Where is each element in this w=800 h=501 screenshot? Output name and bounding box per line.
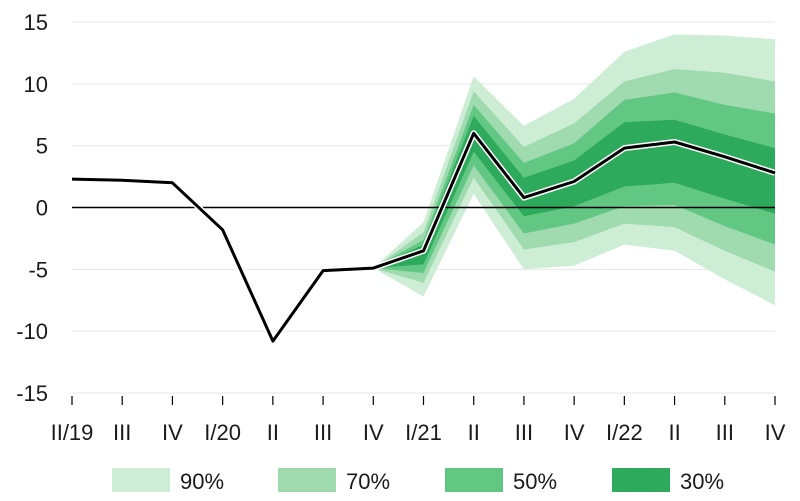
grid-lines: [72, 21, 775, 394]
legend-label: 30%: [680, 469, 724, 494]
x-tick-label: II/19: [51, 420, 94, 445]
y-tick-label: 10: [24, 72, 48, 97]
x-tick-label: III: [314, 420, 332, 445]
x-axis-tick-labels: II/19 III IV I/20 II III IV I/21 II III IV I/22 II II…: [51, 396, 786, 445]
legend-swatch: [278, 468, 336, 492]
legend-label: 70%: [346, 469, 390, 494]
x-tick-label: III: [113, 420, 131, 445]
legend-label: 90%: [180, 469, 224, 494]
x-tick-label: II: [468, 420, 480, 445]
x-tick-label: II: [668, 420, 680, 445]
legend-swatch: [112, 468, 170, 492]
x-tick-label: I/22: [606, 420, 643, 445]
x-tick-label: IV: [363, 420, 384, 445]
fan-band-30pct: [373, 116, 775, 269]
central-projection-line: [71, 130, 776, 345]
legend: 90% 70% 50% 30%: [112, 468, 724, 494]
legend-swatch: [445, 468, 503, 492]
y-tick-label: -5: [28, 257, 48, 282]
x-tick-label: III: [515, 420, 533, 445]
x-tick-label: II: [267, 420, 279, 445]
x-tick-label: IV: [765, 420, 786, 445]
y-tick-label: -10: [16, 319, 48, 344]
x-tick-label: III: [716, 420, 734, 445]
legend-label: 50%: [513, 469, 557, 494]
x-tick-label: I/20: [204, 420, 241, 445]
y-axis-tick-labels: 15 10 5 0 -5 -10 -15: [16, 10, 48, 406]
x-tick-label: I/21: [405, 420, 442, 445]
x-tick-label: IV: [162, 420, 183, 445]
y-tick-label: 0: [36, 196, 48, 221]
central-line: [71, 131, 776, 343]
y-tick-label: 15: [24, 10, 48, 35]
legend-swatch: [612, 468, 670, 492]
x-tick-label: IV: [564, 420, 585, 445]
y-tick-label: 5: [36, 134, 48, 159]
y-tick-label: -15: [16, 381, 48, 406]
fan-bands: [373, 34, 775, 306]
